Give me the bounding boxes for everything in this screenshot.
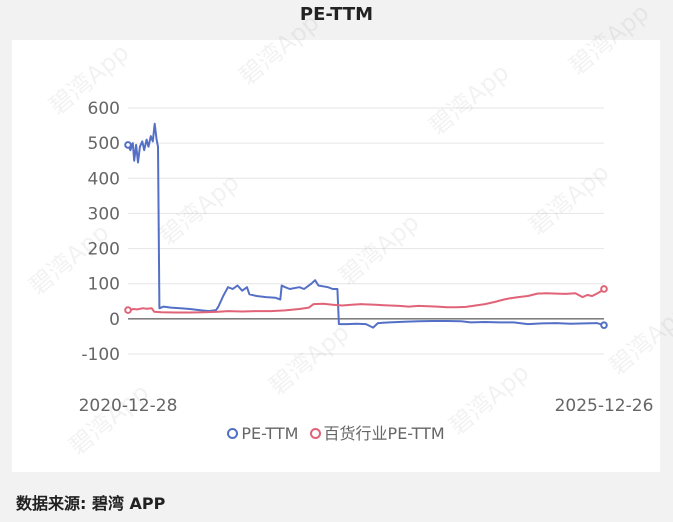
chart-title: PE-TTM [299,4,374,25]
legend-marker-icon [227,428,239,439]
series-end-marker [600,285,608,293]
legend-item-pe-ttm[interactable]: PE-TTM [227,424,298,443]
y-tick-label: 100 [88,275,120,295]
y-tick-label: 0 [109,310,120,330]
line-chart: 600 500 400 300 200 100 0 -100 2020-12-28 2025-12… [79,99,654,416]
legend-label: PE-TTM [241,424,299,443]
series-line-1 [127,122,605,329]
series-end-marker [124,306,132,314]
y-tick-label: 500 [88,134,120,154]
y-tick-label: 300 [88,204,120,224]
y-tick-label: 400 [88,169,120,189]
legend-marker-icon [309,428,321,439]
x-tick-label: 2020-12-28 [79,396,178,416]
chart-card: 600 500 400 300 200 100 0 -100 2020-12-28 2025-12… [12,40,660,472]
series-line-2 [127,288,605,314]
series-end-marker [600,321,608,329]
y-tick-label: -100 [81,345,120,365]
legend-item-industry-pe-ttm[interactable]: 百货行业PE-TTM [309,420,445,444]
x-tick-label: 2025-12-26 [555,396,654,416]
chart-legend: PE-TTM 百货行业PE-TTM [12,420,660,444]
legend-label: 百货行业PE-TTM [323,424,445,443]
y-tick-label: 200 [88,240,120,260]
series-end-marker [124,141,132,149]
data-source-label: 数据来源: 碧湾 APP [16,494,166,513]
y-tick-label: 600 [88,99,120,119]
